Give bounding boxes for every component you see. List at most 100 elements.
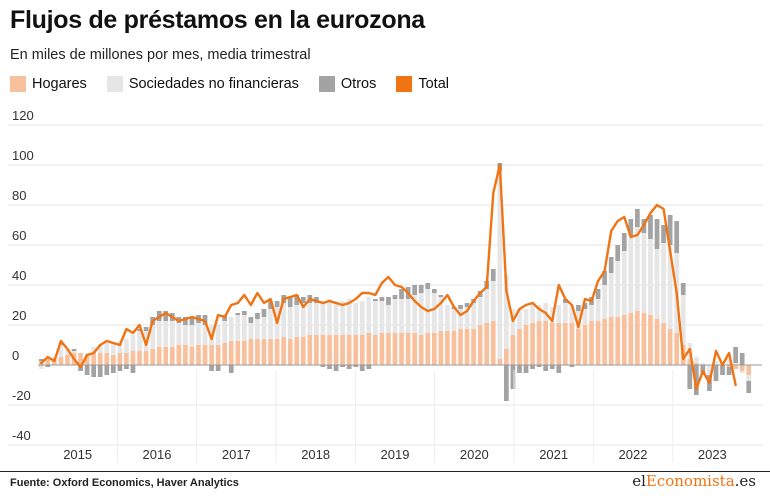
bar-segment	[379, 297, 385, 301]
bar-segment	[503, 365, 509, 401]
bar-segment	[693, 363, 699, 365]
bar-segment	[117, 341, 123, 353]
bar-segment	[517, 329, 522, 365]
bar-segment	[484, 289, 490, 323]
logo-prefix: el	[632, 472, 646, 490]
bar-segment	[458, 305, 463, 309]
bar-segment	[733, 347, 738, 363]
bar-segment	[621, 233, 627, 251]
bar-segment	[124, 353, 129, 365]
bar-segment	[438, 331, 444, 365]
bar-segment	[143, 351, 149, 365]
y-tick-label: 120	[12, 108, 34, 123]
bar-segment	[333, 301, 339, 335]
source-note: Fuente: Oxford Economics, Haver Analytic…	[10, 477, 239, 489]
bar-segment	[451, 331, 457, 365]
bar-segment	[372, 335, 378, 365]
bar-segment	[202, 345, 208, 365]
bar-segment	[320, 335, 326, 365]
bar-segment	[104, 365, 110, 375]
bar-segment	[582, 325, 588, 365]
bar-segment	[261, 339, 267, 365]
bar-segment	[556, 365, 562, 373]
x-tick-label: 2020	[460, 447, 489, 462]
bar-segment	[169, 347, 175, 365]
bar-segment	[562, 303, 568, 323]
bar-segment	[346, 335, 352, 365]
bar-segment	[261, 309, 267, 317]
bar-segment	[621, 251, 627, 315]
bar-segment	[556, 305, 562, 323]
y-tick-label: 100	[12, 148, 34, 163]
bar-segment	[255, 319, 260, 339]
bar-segment	[176, 345, 182, 365]
bar-segment	[412, 333, 418, 365]
bar-segment	[615, 245, 621, 261]
bar-segment	[163, 347, 169, 365]
legend-swatch-sociedades	[106, 76, 123, 92]
bar-segment	[713, 361, 719, 365]
bar-segment	[58, 357, 64, 365]
bar-segment	[549, 365, 555, 369]
logo-suffix: .es	[734, 472, 756, 490]
bar-segment	[235, 341, 241, 365]
bar-segment	[536, 305, 542, 321]
bar-segment	[189, 317, 195, 325]
bar-segment	[739, 353, 745, 365]
bar-segment	[274, 339, 280, 365]
bar-segment	[431, 333, 437, 365]
legend-item-sociedades: Sociedades no financieras	[106, 76, 299, 92]
bar-segment	[746, 375, 752, 381]
bar-segment	[163, 321, 169, 347]
bar-segment	[372, 301, 378, 335]
bar-segment	[110, 365, 116, 373]
bar-segment	[530, 323, 535, 365]
bar-segment	[359, 301, 365, 335]
bar-segment	[38, 365, 44, 369]
bar-segment	[582, 303, 588, 309]
bar-segment	[183, 325, 188, 345]
legend-swatch-hogares	[10, 76, 26, 92]
bar-segment	[399, 299, 404, 333]
bar-segment	[726, 365, 732, 367]
bar-segment	[379, 301, 385, 333]
publisher-logo: elEconomista.es	[632, 472, 756, 490]
legend: Hogares Sociedades no financieras Otros …	[10, 74, 469, 94]
bar-segment	[340, 335, 345, 365]
bar-segment	[536, 321, 542, 365]
bar-segment	[84, 365, 90, 375]
bar-segment	[497, 359, 503, 365]
bar-segment	[228, 317, 234, 341]
bar-segment	[438, 295, 444, 297]
bar-segment	[189, 347, 195, 365]
bar-segment	[346, 365, 352, 369]
bar-segment	[405, 333, 411, 365]
bar-segment	[215, 345, 221, 365]
bar-segment	[477, 325, 483, 365]
bar-segment	[464, 329, 470, 365]
bar-segment	[445, 305, 450, 331]
bar-segment	[641, 313, 647, 365]
bar-segment	[608, 317, 614, 365]
x-tick-label: 2023	[698, 447, 727, 462]
bar-segment	[510, 365, 516, 389]
bar-segment	[281, 303, 287, 337]
bar-segment	[248, 317, 254, 323]
bar-segment	[693, 357, 699, 363]
bar-segment	[431, 293, 437, 333]
bar-segment	[576, 305, 581, 311]
bar-segment	[523, 365, 529, 373]
bar-segment	[163, 311, 169, 321]
bar-segment	[523, 325, 529, 365]
bar-segment	[661, 243, 666, 323]
bar-segment	[327, 335, 332, 365]
bar-segment	[628, 219, 634, 235]
bar-segment	[595, 299, 601, 321]
bar-segment	[287, 297, 293, 307]
bar-segment	[359, 335, 365, 365]
bar-segment	[549, 323, 555, 365]
legend-item-otros: Otros	[318, 76, 376, 92]
x-tick-label: 2017	[222, 447, 251, 462]
bar-segment	[661, 225, 666, 243]
bar-segment	[497, 171, 503, 359]
